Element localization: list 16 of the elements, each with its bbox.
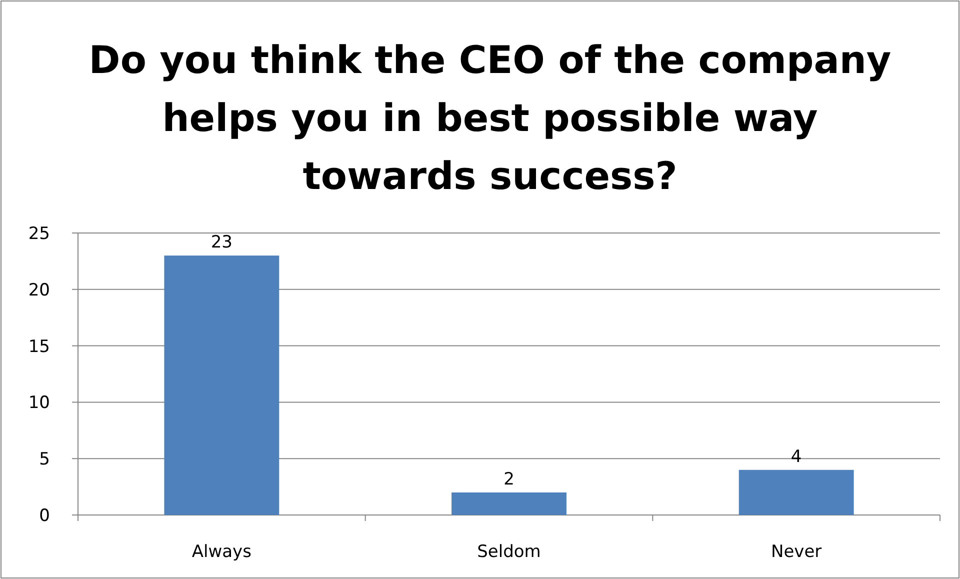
bar [452,492,566,515]
x-tick-label: Always [192,542,252,562]
x-tick-label: Never [770,542,822,562]
data-label: 23 [210,232,232,253]
bar [738,470,854,515]
y-tick-label: 25 [28,224,50,244]
y-tick-label: 0 [39,506,50,526]
chart-title: Do you think the CEO of the company helps you in best possible way towards success? [88,38,892,198]
data-label: 4 [790,446,802,467]
y-tick-label: 15 [28,336,50,357]
y-tick-label: 20 [28,280,50,300]
bar [164,256,280,515]
y-tick-label: 5 [39,450,50,470]
x-tick-label: Seldom [477,542,541,562]
y-tick-label: 10 [28,393,50,414]
data-label: 2 [504,469,514,490]
